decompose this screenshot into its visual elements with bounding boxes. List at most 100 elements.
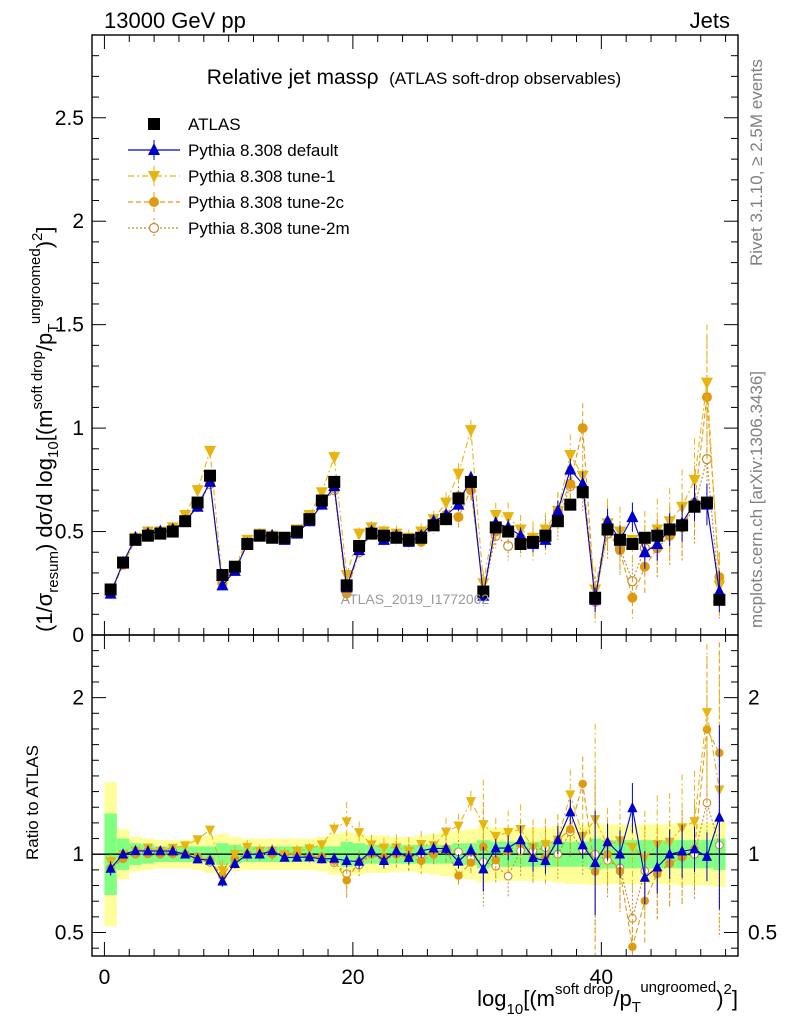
point-data: [377, 529, 390, 542]
ratio-point-default: [664, 848, 675, 859]
ratio-tick-label: 1: [72, 843, 84, 866]
ratio-point-default: [602, 835, 613, 847]
legend-label-tune2c: Pythia 8.308 tune-2c: [188, 193, 344, 212]
ratio-point-tune1: [353, 828, 365, 839]
ratio-point-default: [440, 842, 452, 853]
point-data: [452, 492, 465, 505]
ratio-point-default: [540, 854, 551, 865]
ratio-point-default: [316, 853, 327, 864]
point-data: [440, 513, 453, 526]
point-default: [216, 578, 229, 591]
ratio-point-default: [403, 851, 414, 862]
ratio-point-default: [391, 844, 402, 856]
ratio-point-tune2c: [491, 855, 500, 865]
point-tune1: [688, 474, 701, 487]
ratio-point-tune2c: [416, 856, 426, 866]
chart-title: Relative jet massρ: [207, 66, 379, 89]
ratio-point-tune1: [440, 827, 452, 838]
ratio-point-tune2m: [503, 871, 513, 881]
point-data: [365, 527, 378, 540]
legend-marker-default: [148, 143, 160, 155]
ratio-point-tune2c: [454, 871, 463, 880]
ratio-point-default: [204, 854, 216, 865]
point-data: [564, 498, 577, 511]
ratio-point-default: [465, 844, 477, 855]
point-data: [464, 475, 477, 488]
ratio-tick-label-right: 1: [748, 843, 760, 866]
point-data: [228, 560, 241, 573]
ratio-point-default: [416, 844, 427, 856]
ratio-point-tune1: [192, 835, 203, 846]
point-tune1: [315, 487, 328, 500]
chart-subtitle: (ATLAS soft-drop observables): [389, 69, 621, 88]
ratio-point-default: [341, 854, 352, 865]
y-tick-label: 1: [72, 417, 84, 440]
ratio-point-default: [291, 851, 303, 862]
point-data: [489, 521, 502, 534]
ratio-point-default: [676, 845, 688, 856]
ratio-point-tune1: [217, 866, 228, 877]
point-data: [527, 535, 540, 548]
ratio-point-tune1: [242, 842, 253, 854]
ratio-point-default: [552, 834, 563, 845]
point-default: [713, 584, 726, 597]
point-tune1: [191, 485, 204, 498]
point-data: [129, 533, 142, 546]
ratio-point-default: [366, 845, 377, 856]
ratio-point-default: [639, 871, 650, 882]
point-data: [278, 531, 291, 544]
x-axis-label: log10[(msoft drop/pTungroomed)2]: [477, 979, 738, 1018]
point-tune2c: [453, 512, 464, 523]
point-data: [216, 569, 229, 581]
ratio-point-default: [142, 845, 154, 856]
point-data: [166, 525, 179, 538]
ratio-point-default: [428, 842, 439, 853]
point-data: [353, 540, 366, 553]
ratio-point-tune2c: [628, 942, 637, 951]
point-data: [651, 529, 664, 542]
ratio-point-tune1: [565, 790, 576, 801]
ratio-point-default: [254, 848, 265, 859]
point-data: [402, 533, 415, 546]
point-data: [266, 531, 279, 544]
point-tune2c: [627, 592, 638, 603]
ratio-tick-label: 2: [72, 687, 84, 710]
point-data: [191, 496, 204, 509]
point-data: [638, 531, 651, 544]
legend-label-default: Pythia 8.308 default: [188, 141, 339, 160]
point-tune1: [564, 450, 577, 462]
point-data: [104, 583, 117, 596]
ratio-point-tune1: [378, 843, 390, 854]
legend-label-data: ATLAS: [188, 115, 241, 134]
legend-marker-tune2c: [149, 197, 159, 207]
ratio-point-default: [614, 848, 626, 859]
point-data: [700, 496, 713, 509]
ratio-point-default: [353, 855, 365, 866]
ratio-y-label: Ratio to ATLAS: [23, 745, 42, 860]
ratio-point-default: [565, 806, 576, 817]
ratio-point-tune1: [503, 828, 514, 839]
chart-title-group: Relative jet massρ (ATLAS soft-drop obse…: [207, 66, 621, 89]
point-data: [576, 486, 589, 499]
point-data: [551, 515, 564, 528]
ratio-point-tune1: [204, 825, 216, 836]
svg-text:log10[(msoft drop/pTungroomed): log10[(msoft drop/pTungroomed)2]: [477, 979, 738, 1018]
ratio-point-default: [515, 834, 526, 845]
point-default: [551, 503, 564, 516]
y-axis-label: (1/σresum) dσ/d log10[(msoft drop/pTungr…: [27, 226, 62, 632]
legend-label-tune2m: Pythia 8.308 tune-2m: [188, 219, 350, 238]
point-tune1: [700, 377, 713, 390]
point-data: [613, 533, 626, 546]
point-tune1: [464, 425, 477, 438]
point-data: [427, 519, 440, 532]
point-tune1: [452, 468, 465, 481]
ratio-tick-label-right: 2: [748, 687, 760, 710]
x-tick-label: 0: [99, 966, 111, 989]
ratio-point-default: [378, 854, 390, 865]
legend-marker-tune2m: [148, 222, 160, 234]
point-tune1: [353, 528, 366, 541]
point-data: [204, 469, 217, 482]
ratio-point-default: [490, 842, 501, 853]
point-data: [688, 500, 701, 513]
